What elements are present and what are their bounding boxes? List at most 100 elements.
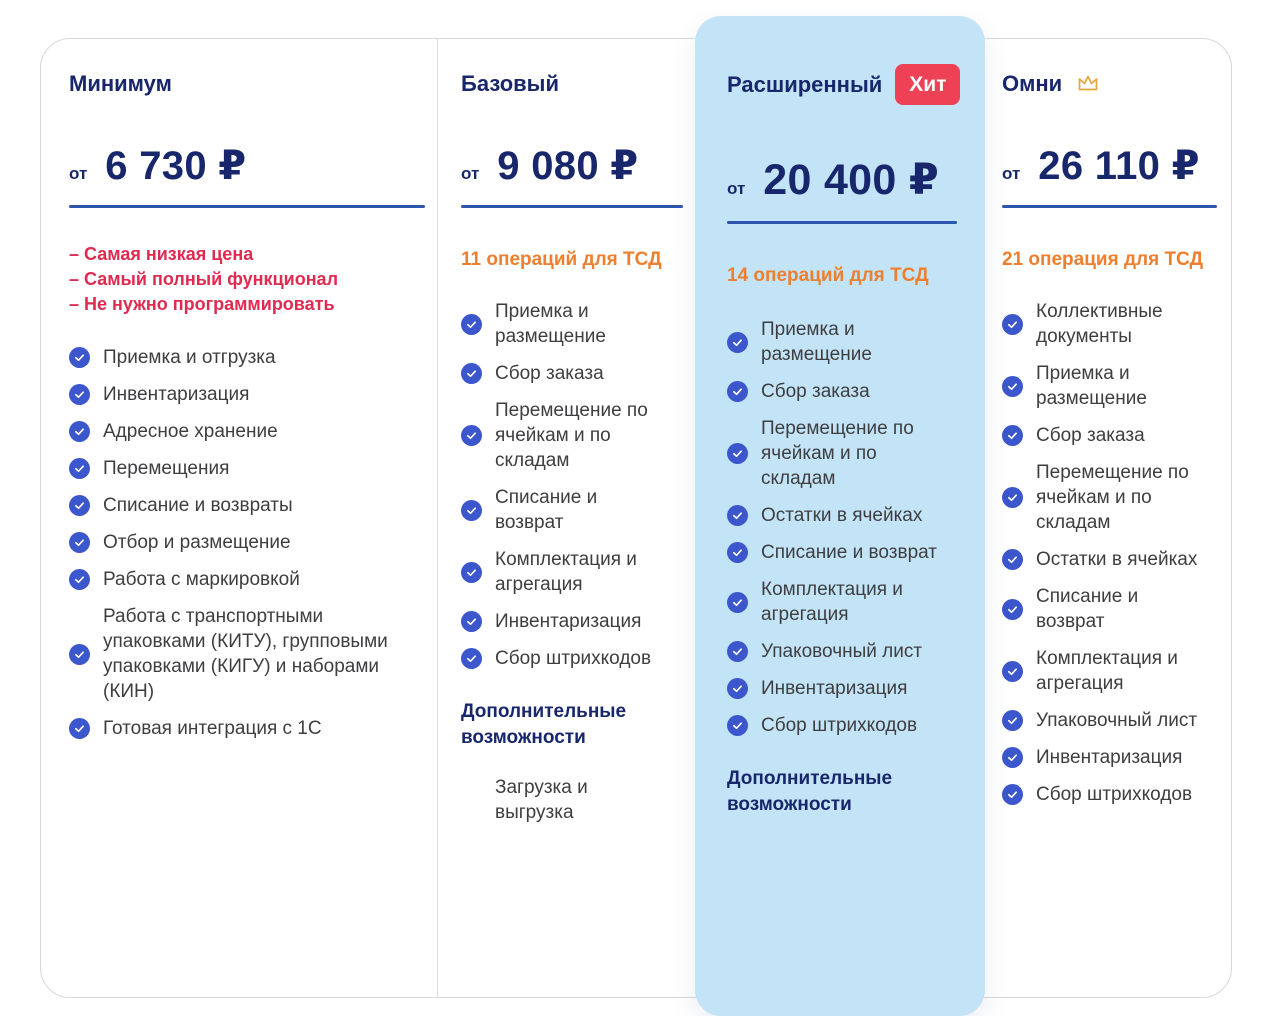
check-icon bbox=[1002, 747, 1023, 768]
pricing-table: Минимум от 6 730 ₽ – Самая низкая цена – Сам… bbox=[40, 16, 1232, 1016]
check-icon bbox=[1002, 660, 1023, 682]
check-icon bbox=[69, 569, 90, 590]
feature-label: Инвентаризация bbox=[103, 384, 250, 405]
feature-item: Списание и возвраты bbox=[69, 493, 425, 518]
check-icon bbox=[727, 443, 748, 464]
operations-note: 21 операция для ТСД bbox=[1002, 249, 1204, 270]
feature-item: Приемка и отгрузка bbox=[69, 345, 425, 370]
plan-name: Омни bbox=[1002, 71, 1063, 96]
feature-item: Готовая интеграция с 1С bbox=[69, 716, 425, 741]
feature-label: Сбор заказа bbox=[495, 363, 604, 384]
check-icon bbox=[727, 678, 748, 699]
feature-label: Приемка и размещение bbox=[1036, 363, 1147, 409]
feature-item: Списание и возврат bbox=[727, 540, 957, 565]
feature-list: Приемка и размещение Сбор заказа Перемещен… bbox=[727, 317, 957, 738]
feature-label: Коллективные документы bbox=[1036, 301, 1163, 347]
check-icon bbox=[727, 505, 748, 526]
feature-item: Работа с маркировкой bbox=[69, 567, 425, 592]
feature-label: Приемка и отгрузка bbox=[103, 347, 276, 368]
feature-item: Перемещение по ячейкам и по складам bbox=[461, 398, 683, 473]
feature-label: Сбор штрихкодов bbox=[761, 715, 918, 736]
feature-item: Работа с транспортными упаковками (КИТУ)… bbox=[69, 604, 425, 704]
feature-label: Остатки в ячейках bbox=[1036, 549, 1198, 570]
operations-note: 14 операций для ТСД bbox=[727, 265, 929, 286]
check-icon bbox=[1002, 425, 1023, 446]
plan-name: Базовый bbox=[461, 71, 559, 96]
feature-label: Сбор штрихкодов bbox=[495, 648, 652, 669]
check-icon bbox=[69, 458, 90, 479]
hit-badge: Хит bbox=[895, 64, 961, 105]
feature-list: Приемка и отгрузка Инвентаризация Адресное… bbox=[69, 345, 425, 741]
feature-item: Перемещение по ячейкам и по складам bbox=[1002, 460, 1217, 535]
feature-label: Остатки в ячейках bbox=[761, 505, 923, 526]
check-icon bbox=[727, 591, 748, 613]
check-icon bbox=[727, 381, 748, 402]
check-icon bbox=[69, 718, 90, 739]
feature-label: Перемещения bbox=[103, 458, 230, 479]
price-underline bbox=[1002, 205, 1217, 208]
plan-header: Расширенный Хит bbox=[727, 64, 961, 105]
highlight-line: – Самый полный функционал bbox=[69, 269, 339, 289]
check-icon bbox=[69, 532, 90, 553]
price-prefix: от bbox=[1002, 164, 1021, 183]
check-icon bbox=[1002, 784, 1023, 805]
feature-item: Коллективные документы bbox=[1002, 299, 1217, 349]
feature-label: Перемещение по ячейкам и по складам bbox=[1036, 462, 1189, 533]
plan-card-3: Расширенный Хит от 20 400 ₽ 14 операций для … bbox=[695, 16, 985, 1016]
feature-item: Инвентаризация bbox=[1002, 745, 1217, 770]
feature-item: Списание и возврат bbox=[1002, 584, 1217, 634]
check-icon bbox=[1002, 549, 1023, 570]
price-prefix: от bbox=[69, 164, 88, 183]
price-underline bbox=[69, 205, 425, 208]
price-value: 20 400 ₽ bbox=[763, 156, 940, 204]
check-icon bbox=[1002, 598, 1023, 620]
check-icon bbox=[69, 347, 90, 368]
check-icon bbox=[1002, 710, 1023, 731]
check-icon bbox=[461, 313, 482, 335]
check-icon bbox=[69, 495, 90, 516]
feature-label: Комплектация и агрегация bbox=[495, 549, 637, 595]
extra-heading: Дополнительные возможности bbox=[461, 701, 627, 748]
price: от 26 110 ₽ bbox=[1002, 143, 1217, 189]
check-icon bbox=[69, 421, 90, 442]
feature-item: Приемка и размещение bbox=[461, 299, 683, 349]
plan-name: Минимум bbox=[69, 71, 172, 96]
plan-highlights: – Самая низкая цена – Самый полный функци… bbox=[69, 242, 425, 317]
plan-card-2: Базовый от 9 080 ₽ 11 операций для ТСД Прием… bbox=[437, 39, 695, 997]
check-icon bbox=[461, 561, 482, 583]
check-icon bbox=[1002, 313, 1023, 335]
check-icon bbox=[69, 643, 90, 665]
feature-label: Готовая интеграция с 1С bbox=[103, 718, 322, 739]
operations-note: 11 операций для ТСД bbox=[461, 249, 662, 270]
feature-item: Комплектация и агрегация bbox=[1002, 646, 1217, 696]
feature-item: Сбор штрихкодов bbox=[461, 646, 683, 671]
feature-item: Остатки в ячейках bbox=[1002, 547, 1217, 572]
check-icon bbox=[461, 363, 482, 384]
feature-item: Перемещение по ячейкам и по складам bbox=[727, 416, 957, 491]
check-icon bbox=[461, 611, 482, 632]
check-icon bbox=[461, 425, 482, 446]
feature-label: Комплектация и агрегация bbox=[1036, 648, 1178, 694]
feature-item: Перемещения bbox=[69, 456, 425, 481]
feature-item: Комплектация и агрегация bbox=[727, 577, 957, 627]
feature-label: Списание и возврат bbox=[495, 487, 598, 533]
plan-card-1: Минимум от 6 730 ₽ – Самая низкая цена – Сам… bbox=[41, 39, 437, 997]
feature-label: Инвентаризация bbox=[761, 678, 908, 699]
crown-icon bbox=[1075, 72, 1101, 94]
highlight-line: – Самая низкая цена bbox=[69, 244, 254, 264]
feature-label: Сбор заказа bbox=[1036, 425, 1145, 446]
plan-header: Минимум bbox=[69, 71, 425, 97]
feature-item: Инвентаризация bbox=[461, 609, 683, 634]
feature-item: Остатки в ячейках bbox=[727, 503, 957, 528]
price-value: 9 080 ₽ bbox=[497, 144, 639, 188]
feature-item: Сбор заказа bbox=[461, 361, 683, 386]
check-icon bbox=[69, 384, 90, 405]
feature-label: Инвентаризация bbox=[495, 611, 642, 632]
feature-list: Коллективные документы Приемка и размещен… bbox=[1002, 299, 1217, 807]
plan-header: Базовый bbox=[461, 71, 683, 97]
feature-label: Списание и возврат bbox=[761, 542, 937, 563]
feature-label: Комплектация и агрегация bbox=[761, 579, 903, 625]
feature-item: Приемка и размещение bbox=[727, 317, 957, 367]
feature-item: Адресное хранение bbox=[69, 419, 425, 444]
price-value: 26 110 ₽ bbox=[1038, 144, 1200, 188]
